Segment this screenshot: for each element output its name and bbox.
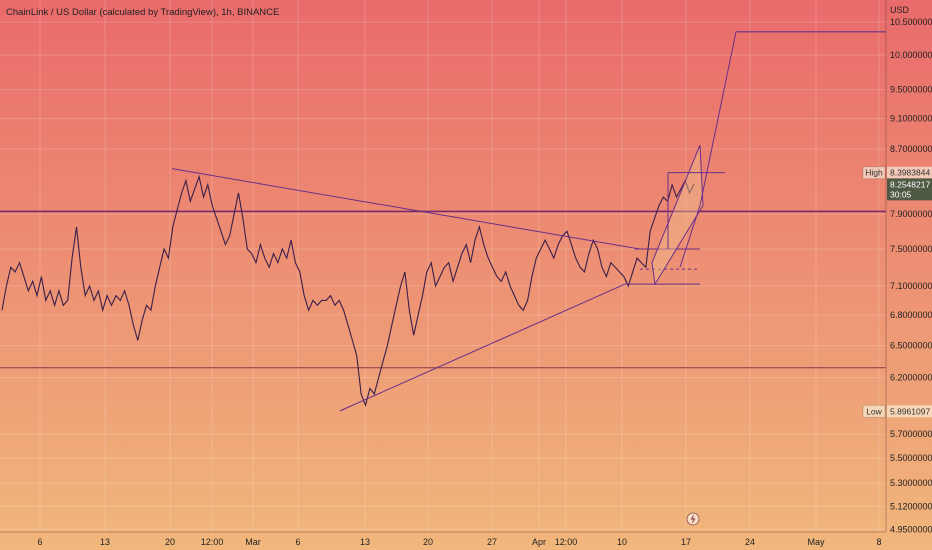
x-tick-label: May [807, 537, 825, 547]
last-price-box [887, 178, 932, 201]
x-axis: 6 13 20 12:00 Mar 6 13 20 27 Apr 12:00 10 17 24 May 8 [37, 537, 881, 547]
high-tag-value: 8.3983844 [890, 168, 930, 178]
x-tick-label: 10 [617, 537, 627, 547]
x-tick-label: 6 [295, 537, 300, 547]
y-tick-label: 7.1000000 [890, 281, 932, 291]
lightning-icon-glyph [690, 514, 696, 524]
y-tick-label: 5.5000000 [890, 453, 932, 463]
currency-label: USD [890, 5, 910, 15]
low-tag-value-box [887, 405, 932, 418]
x-tick-label: 27 [487, 537, 497, 547]
x-tick-label: 24 [745, 537, 755, 547]
high-tag-label: High [865, 168, 883, 178]
y-tick-label: 5.3000000 [890, 478, 932, 488]
y-tick-label: 6.2000000 [890, 372, 932, 382]
y-tick-label: 10.5000000 [890, 17, 932, 27]
low-tag: Low 5.8961097 [862, 404, 932, 418]
x-tick-label: 20 [165, 537, 175, 547]
y-tick-label: 5.7000000 [890, 429, 932, 439]
x-tick-label: 6 [37, 537, 42, 547]
descending-trendline [171, 168, 641, 250]
ascending-trendline [339, 283, 626, 412]
x-tick-label: 12:00 [555, 537, 578, 547]
x-tick-label: Apr [532, 537, 546, 547]
projection-line [699, 31, 737, 206]
y-tick-label: 6.5000000 [890, 341, 932, 351]
y-tick-label: 8.7000000 [890, 144, 932, 154]
channel-inner [679, 205, 701, 268]
chart-title: ChainLink / US Dollar (calculated by Tra… [6, 7, 280, 18]
high-tag-label-box [862, 166, 886, 180]
low-tag-label: Low [866, 406, 882, 416]
low-tag-value: 5.8961097 [890, 406, 930, 416]
y-tick-label: 4.9500000 [890, 524, 932, 534]
y-axis: 10.5000000 10.0000000 9.5000000 9.1000000 8.… [890, 17, 932, 534]
rising-channel [651, 144, 704, 286]
x-tick-label: Mar [245, 537, 261, 547]
y-tick-label: 6.8000000 [890, 310, 932, 320]
y-tick-label: 9.5000000 [890, 85, 932, 95]
low-tag-label-box [862, 404, 886, 418]
y-tick-label: 9.1000000 [890, 114, 932, 124]
y-tick-label: 10.0000000 [890, 50, 932, 60]
bar-countdown: 30:05 [890, 189, 912, 199]
y-tick-label: 5.1200000 [890, 501, 932, 511]
last-price-value: 8.2548217 [890, 179, 930, 189]
x-tick-label: 12:00 [201, 537, 224, 547]
x-tick-label: 13 [360, 537, 370, 547]
y-tick-label: 7.5000000 [890, 244, 932, 254]
lightning-icon [686, 512, 700, 526]
price-line [1, 174, 695, 407]
high-tag: High 8.3983844 [862, 166, 932, 180]
x-tick-label: 20 [423, 537, 433, 547]
y-tick-label: 7.9000000 [890, 209, 932, 219]
x-tick-label: 8 [876, 537, 881, 547]
high-tag-value-box [887, 166, 932, 179]
x-tick-label: 17 [681, 537, 691, 547]
x-tick-label: 13 [100, 537, 110, 547]
